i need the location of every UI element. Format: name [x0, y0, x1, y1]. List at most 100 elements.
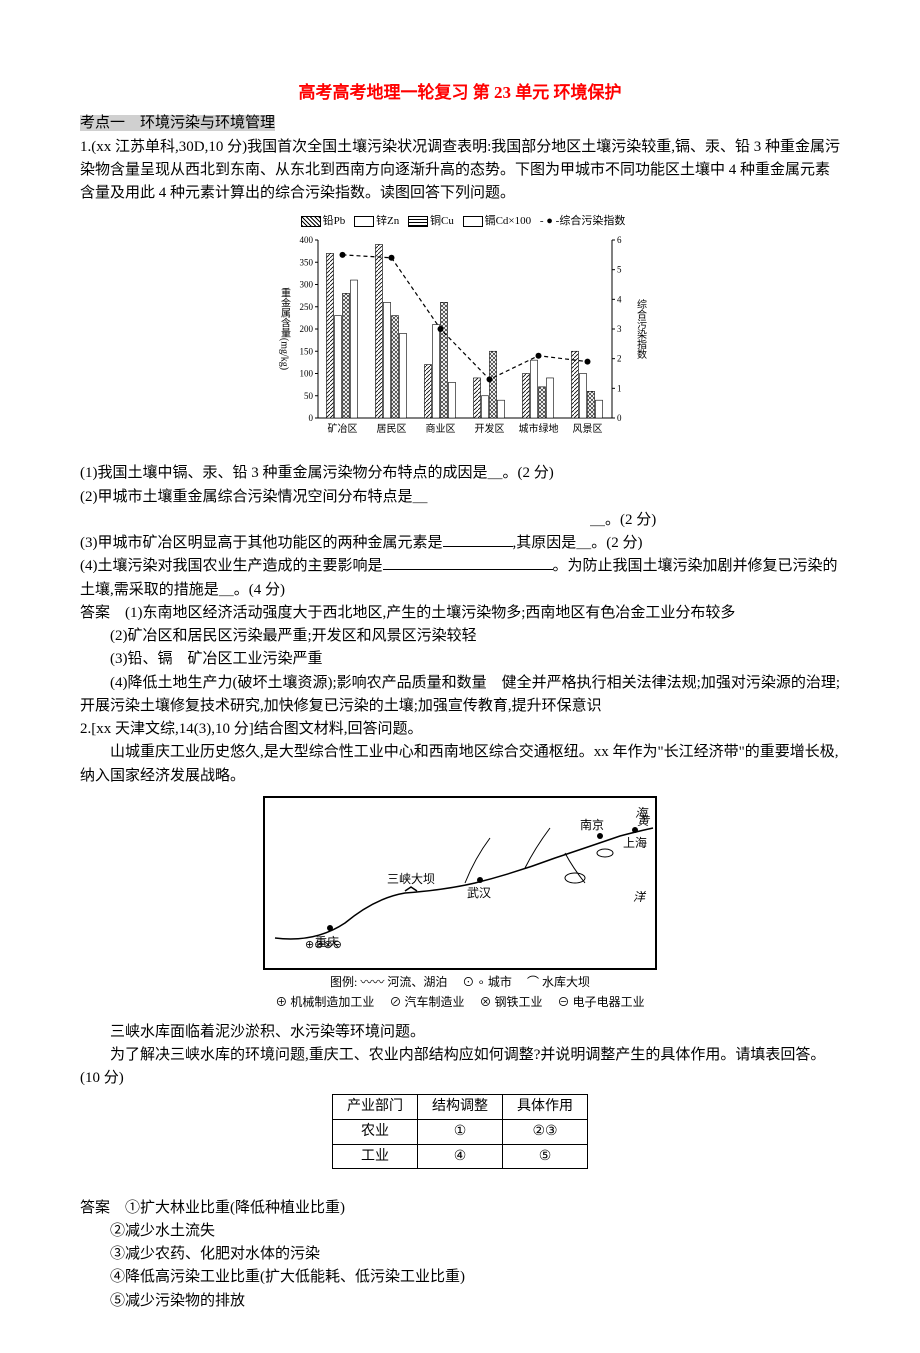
q1-sub4a: (4)土壤污染对我国农业生产造成的主要影响是: [80, 558, 383, 574]
q2-ans2: ②减少水土流失: [80, 1220, 840, 1243]
svg-text:6: 6: [617, 235, 622, 245]
svg-text:综合污染指数: 综合污染指数: [635, 298, 647, 360]
svg-text:200: 200: [300, 324, 314, 334]
svg-text:50: 50: [304, 391, 314, 401]
exam-point-heading: 考点一 环境污染与环境管理: [80, 112, 840, 135]
q1-stem: 1.(xx 江苏单科,30D,10 分)我国首次全国土壤污染状况调查表明:我国部…: [80, 136, 840, 206]
svg-text:2: 2: [617, 354, 622, 364]
label-yang: 洋: [633, 888, 645, 907]
legend-ind4: 电子电器工业: [573, 995, 645, 1009]
label-huang: 黄: [637, 812, 649, 831]
q2-p2: 三峡水库面临着泥沙淤积、水污染等环境问题。: [80, 1021, 840, 1044]
map-legend-row2: ⊕ 机械制造加工业 ⊘ 汽车制造业 ⊗ 钢铁工业 ⊖ 电子电器工业: [80, 992, 840, 1012]
city-icon: ⊙ ∘: [462, 975, 485, 989]
legend-ind3: 钢铁工业: [495, 995, 543, 1009]
q1-sub3b: ,其原因是＿。(2 分): [513, 535, 643, 551]
map-legend-row1: 图例: 〰〰 河流、湖泊 ⊙ ∘ 城市 ⌒ 水库大坝: [80, 972, 840, 992]
bar-chart-svg: 0501001502002503003504000123456重金属含量(mg/…: [270, 234, 650, 444]
svg-text:0: 0: [617, 413, 622, 423]
svg-text:250: 250: [300, 302, 314, 312]
th-3: 具体作用: [503, 1095, 588, 1120]
svg-text:400: 400: [300, 235, 314, 245]
q1-ans2: (2)矿冶区和居民区污染最严重;开发区和风景区污染较轻: [80, 625, 840, 648]
blank-3: [443, 546, 513, 547]
legend-prefix: 图例:: [330, 975, 357, 989]
svg-text:5: 5: [617, 265, 622, 275]
q2-p1: 山城重庆工业历史悠久,是大型综合性工业中心和西南地区综合交通枢纽。xx 年作为"…: [80, 741, 840, 788]
table-row: 农业 ① ②③: [333, 1120, 588, 1145]
legend-label-line: 综合污染指数: [559, 215, 625, 227]
blank-4: [383, 569, 553, 570]
exam-point-text: 考点一 环境污染与环境管理: [80, 115, 275, 131]
td: ⑤: [503, 1144, 588, 1169]
chart-holder: 0501001502002503003504000123456重金属含量(mg/…: [270, 234, 650, 454]
q1-sub2-tail-text: ＿。(2 分): [590, 512, 656, 528]
label-sanxia: 三峡大坝: [387, 870, 435, 889]
city-nanjing: 南京: [580, 816, 604, 835]
legend-swatch-pb: [301, 216, 321, 227]
svg-text:350: 350: [300, 258, 314, 268]
q1-ans4: (4)降低土地生产力(破坏土壤资源);影响农产品质量和数量 健全并严格执行相关法…: [80, 672, 840, 719]
svg-text:150: 150: [300, 347, 314, 357]
q1-sub2: (2)甲城市土壤重金属综合污染情况空间分布特点是＿: [80, 486, 840, 509]
legend-river: 河流、湖泊: [387, 975, 447, 989]
q2-ans1: 答案 ①扩大林业比重(降低种植业比重): [80, 1197, 840, 1220]
city-chongqing: 重庆: [315, 933, 339, 952]
table-header-row: 产业部门 结构调整 具体作用: [333, 1095, 588, 1120]
td: 农业: [333, 1120, 418, 1145]
legend-city: 城市: [488, 975, 512, 989]
legend-ind2: 汽车制造业: [404, 995, 464, 1009]
table-row: 工业 ④ ⑤: [333, 1144, 588, 1169]
th-1: 产业部门: [333, 1095, 418, 1120]
map-box: ⊕⊘⊗⊖ 重庆 三峡大坝 武汉 南京 上海 海 洋 黄: [263, 796, 657, 970]
q1-ans1: 答案 (1)东南地区经济活动强度大于西北地区,产生的土壤污染物多;西南地区有色冶…: [80, 602, 840, 625]
legend-line-marker: - ● -: [540, 215, 559, 227]
svg-text:4: 4: [617, 295, 622, 305]
legend-ind1: 机械制造加工业: [290, 995, 374, 1009]
q2-ans4: ④降低高污染工业比重(扩大低能耗、低污染工业比重): [80, 1266, 840, 1289]
q2-stem: 2.[xx 天津文综,14(3),10 分]结合图文材料,回答问题。: [80, 718, 840, 741]
q1-sub4: (4)土壤污染对我国农业生产造成的主要影响是。为防止我国土壤污染加剧并修复已污染…: [80, 555, 840, 602]
td: ②③: [503, 1120, 588, 1145]
q1-sub2-tail: ＿。(2 分): [80, 509, 840, 532]
indu-icon-4: ⊖: [558, 995, 570, 1009]
legend-label-zn: 锌Zn: [376, 215, 399, 227]
legend-swatch-cd: [463, 216, 483, 227]
legend-label-pb: 铅Pb: [323, 215, 346, 227]
td: ①: [418, 1120, 503, 1145]
q1-sub3a: (3)甲城市矿冶区明显高于其他功能区的两种金属元素是: [80, 535, 443, 551]
svg-text:矿冶区: 矿冶区: [328, 422, 358, 435]
city-shanghai: 上海: [623, 834, 647, 853]
td: 工业: [333, 1144, 418, 1169]
q1-chart-figure: 铅Pb 锌Zn 铜Cu 镉Cd×100 - ● -综合污染指数 05010015…: [80, 213, 840, 454]
td: ④: [418, 1144, 503, 1169]
legend-label-cu: 铜Cu: [430, 215, 454, 227]
q1-sub1: (1)我国土壤中镉、汞、铅 3 种重金属污染物分布特点的成因是＿。(2 分): [80, 462, 840, 485]
legend-swatch-zn: [354, 216, 374, 227]
indu-icon-1: ⊕: [275, 995, 287, 1009]
q2-map-figure: ⊕⊘⊗⊖ 重庆 三峡大坝 武汉 南京 上海 海 洋 黄 图例: 〰〰 河流、湖泊…: [80, 796, 840, 1013]
svg-text:城市绿地: 城市绿地: [519, 422, 559, 435]
svg-text:重金属含量(mg/kg): 重金属含量(mg/kg): [279, 287, 291, 370]
legend-dam: 水库大坝: [542, 975, 590, 989]
city-wuhan: 武汉: [467, 884, 491, 903]
svg-text:商业区: 商业区: [426, 422, 456, 435]
indu-icon-3: ⊗: [480, 995, 492, 1009]
chart-legend: 铅Pb 锌Zn 铜Cu 镉Cd×100 - ● -综合污染指数: [80, 213, 840, 230]
legend-label-cd: 镉Cd×100: [485, 215, 532, 227]
indu-icon-2: ⊘: [389, 995, 401, 1009]
q1-sub3: (3)甲城市矿冶区明显高于其他功能区的两种金属元素是 ,其原因是＿。(2 分): [80, 532, 840, 555]
svg-text:1: 1: [617, 384, 622, 394]
q1-ans3: (3)铅、镉 矿冶区工业污染严重: [80, 648, 840, 671]
svg-text:100: 100: [300, 369, 314, 379]
svg-text:开发区: 开发区: [475, 422, 505, 435]
q2-answer-table: 产业部门 结构调整 具体作用 农业 ① ②③ 工业 ④ ⑤: [332, 1094, 588, 1169]
q2-ans5: ⑤减少污染物的排放: [80, 1290, 840, 1313]
legend-swatch-cu: [408, 216, 428, 227]
q2-ans3: ③减少农药、化肥对水体的污染: [80, 1243, 840, 1266]
th-2: 结构调整: [418, 1095, 503, 1120]
svg-text:风景区: 风景区: [573, 423, 603, 435]
svg-text:0: 0: [309, 413, 314, 423]
svg-text:居民区: 居民区: [377, 423, 407, 435]
svg-text:3: 3: [617, 324, 622, 334]
